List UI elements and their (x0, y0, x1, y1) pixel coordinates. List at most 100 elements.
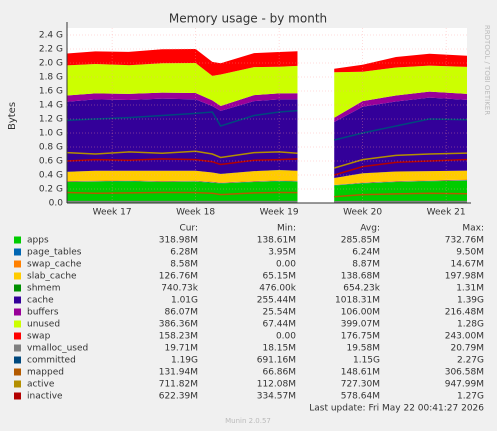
stacked-area (67, 180, 467, 186)
y-tick-label: 0.8 G (39, 143, 63, 153)
legend-swatch (14, 284, 21, 292)
legend-stat: 8.58M (170, 260, 198, 270)
y-tick-label: 1.6 G (39, 87, 63, 97)
legend-swatch (14, 368, 21, 376)
legend-stat: 740.73k (161, 284, 198, 294)
legend-stat: 131.94M (159, 368, 198, 378)
x-tick-label: Week 18 (176, 208, 215, 218)
stat-header: Cur: (179, 224, 198, 234)
legend-stat: 306.58M (445, 368, 484, 378)
legend-label: shmem (27, 284, 60, 294)
y-tick-label: 2.0 G (39, 59, 63, 69)
legend-stat: 67.44M (262, 320, 296, 330)
legend-stat: 20.79M (450, 344, 484, 354)
legend-stat: 1.31M (456, 284, 484, 294)
legend-stat: 138.68M (341, 272, 380, 282)
legend-swatch (14, 392, 21, 400)
stacked-area (67, 97, 467, 178)
legend-label: buffers (27, 308, 59, 318)
legend-stat: 578.64M (341, 392, 380, 402)
legend-stat: 285.85M (341, 236, 380, 246)
legend-stat: 1.01G (171, 296, 198, 306)
legend-stat: 0.00 (276, 260, 296, 270)
line-series (66, 150, 468, 169)
y-tick-label: 1.2 G (39, 115, 63, 125)
legend-label: mapped (27, 368, 64, 378)
legend-label: page_tables (27, 248, 82, 258)
legend-stat: 14.67M (450, 260, 484, 270)
legend-swatch (14, 308, 21, 316)
legend-label: swap (27, 332, 51, 342)
legend-stat: 399.07M (341, 320, 380, 330)
legend-stat: 2.27G (457, 356, 484, 366)
x-tick-label: Week 17 (93, 208, 132, 218)
chart-title: Memory usage - by month (169, 12, 327, 26)
legend-stat: 243.00M (445, 332, 484, 342)
legend-label: committed (27, 356, 76, 366)
legend-label: unused (27, 320, 60, 330)
legend-stat: 255.44M (257, 296, 296, 306)
stacked-area (67, 170, 467, 186)
stacked-area (67, 180, 467, 203)
legend-stat: 19.71M (164, 344, 198, 354)
legend-stat: 6.28M (170, 248, 198, 258)
legend-stat: 1.28G (457, 320, 484, 330)
stat-header: Max: (462, 224, 484, 234)
legend-label: inactive (27, 392, 63, 402)
legend-stat: 0.00 (276, 332, 296, 342)
legend-swatch (14, 236, 21, 244)
legend-stat: 158.23M (159, 332, 198, 342)
x-tick-label: Week 21 (427, 208, 466, 218)
line-series (66, 158, 468, 176)
legend-stat: 1.39G (457, 296, 484, 306)
legend-swatch (14, 344, 21, 352)
legend-stat: 386.36M (159, 320, 198, 330)
legend-label: vmalloc_used (27, 344, 88, 354)
stacked-area (67, 91, 467, 122)
y-tick-label: 0.0 (49, 199, 64, 209)
legend-swatch (14, 296, 21, 304)
legend-stat: 711.82M (159, 380, 198, 390)
y-axis-label: Bytes (7, 102, 18, 130)
legend-stat: 732.76M (445, 236, 484, 246)
legend-stat: 318.98M (159, 236, 198, 246)
legend-swatch (14, 356, 21, 364)
legend-label: cache (27, 296, 54, 306)
legend-stat: 8.87M (352, 260, 380, 270)
legend-swatch (14, 260, 21, 268)
legend-stat: 1.19G (171, 356, 198, 366)
legend-stat: 476.00k (259, 284, 296, 294)
legend-label: swap_cache (27, 260, 82, 270)
legend-label: apps (27, 236, 49, 246)
footer: Last update: Fri May 22 00:41:27 2026 (309, 404, 484, 414)
legend-swatch (14, 332, 21, 340)
legend-stat: 1.27G (457, 392, 484, 402)
stat-header: Min: (277, 224, 296, 234)
version: Munin 2.0.57 (225, 417, 271, 425)
legend-stat: 334.57M (257, 392, 296, 402)
legend-swatch (14, 320, 21, 328)
legend-stat: 197.98M (445, 272, 484, 282)
legend-stat: 216.48M (445, 308, 484, 318)
legend-stat: 947.99M (445, 380, 484, 390)
legend-stat: 176.75M (341, 332, 380, 342)
legend-stat: 86.07M (164, 308, 198, 318)
legend-stat: 65.15M (262, 272, 296, 282)
legend-stat: 19.58M (346, 344, 380, 354)
legend-stat: 9.50M (456, 248, 484, 258)
stat-header: Avg: (360, 224, 380, 234)
legend-stat: 622.39M (159, 392, 198, 402)
x-tick-label: Week 20 (343, 208, 382, 218)
y-tick-label: 0.4 G (39, 171, 63, 181)
legend-stat: 691.16M (257, 356, 296, 366)
y-tick-label: 0.6 G (39, 157, 63, 167)
y-tick-label: 0.2 G (39, 185, 63, 195)
legend-swatch (14, 272, 21, 280)
legend-stat: 727.30M (341, 380, 380, 390)
side-text: RRDTOOL / TOBI OETIKER (483, 25, 491, 115)
legend-stat: 138.61M (257, 236, 296, 246)
legend-stat: 148.61M (341, 368, 380, 378)
legend-stat: 126.76M (159, 272, 198, 282)
